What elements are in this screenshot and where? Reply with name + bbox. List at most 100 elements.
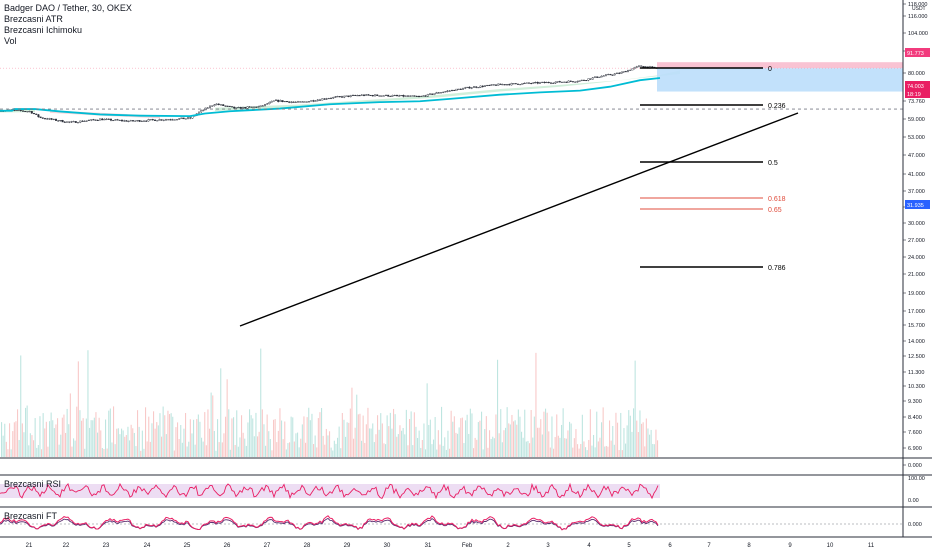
volume-bar [412,445,414,457]
volume-bar [177,422,179,457]
candle-body [81,120,84,122]
volume-bar [513,421,515,457]
volume-bar [333,440,335,457]
volume-bar [356,394,358,457]
candle-body [341,96,344,98]
price-tick-label: 37.000 [908,189,925,195]
candle-body [19,109,22,111]
volume-bar [442,445,444,457]
candle-body [437,92,440,94]
volume-bar [567,430,569,457]
volume-bar [341,412,343,457]
candle-body [173,119,176,121]
candle-body [327,98,330,100]
volume-bar [519,416,521,457]
volume-bar [85,418,87,457]
candle-body [162,119,165,121]
candle-body [422,95,425,97]
candle-body [501,84,504,86]
candle-body [466,86,469,88]
price-tick-label: 118.000 [908,2,927,8]
volume-bar [317,418,319,457]
candle-body [107,118,110,120]
candle-body [477,87,480,89]
candle-body [473,86,476,88]
volume-bar [532,437,534,457]
indicator-atr-label: Brezcasni ATR [4,14,63,24]
volume-bar [170,413,172,457]
ft-pane-label: Brezcasni FT [4,511,58,521]
volume-bar [66,408,68,457]
candle-body [413,95,416,97]
candle-body [609,74,612,76]
volume-bar [202,441,204,457]
volume-bar [426,383,428,457]
candle-body [378,95,381,97]
volume-bar [485,416,487,457]
volume-bar [287,443,289,457]
candle-body [561,81,564,83]
volume-bar [290,416,292,457]
volume-bar [21,423,23,457]
volume-bar [311,413,313,457]
candle-body [508,84,511,86]
volume-bar [354,427,356,457]
volume-bar [349,408,351,457]
volume-bar [79,410,81,457]
candle-body [323,98,326,100]
candle-body [202,109,205,111]
candle-body [228,105,231,107]
candle-body [572,81,575,83]
volume-bar [249,409,251,457]
candle-body [475,86,478,88]
volume-bar [476,439,478,457]
volume-bar [87,350,89,457]
volume-bar [615,412,617,457]
candle-body [142,120,145,122]
candle-body [558,81,561,83]
volume-bar [205,445,207,457]
volume-bar [621,450,623,457]
volume-bar [533,416,535,457]
price-tick-label: 116.000 [908,14,927,20]
candle-body [270,101,273,103]
fib-label: 0.618 [768,196,786,203]
volume-bar [599,437,601,457]
candle-body [28,111,31,113]
price-badge [905,200,930,209]
candle-body [349,95,352,97]
candle-body [149,119,152,121]
volume-bar [505,427,507,457]
candle-body [85,120,88,122]
indicator-ichimoku-label: Brezcasni Ichimoku [4,25,83,35]
volume-bar [215,450,217,457]
candle-body [616,72,619,74]
candle-body [35,113,38,115]
volume-bar [7,449,9,457]
candle-body [431,93,434,95]
volume-bar [581,414,583,457]
volume-bar [49,421,51,457]
time-tick-label: 29 [344,543,351,549]
time-tick-label: 10 [827,543,834,549]
volume-bar [5,441,7,457]
volume-bar [453,416,455,457]
volume-bar [82,418,84,457]
volume-bar [74,440,76,457]
volume-bar [141,430,143,457]
volume-bar [557,435,559,457]
candle-body [98,118,101,121]
candle-body [208,105,211,109]
volume-bar [444,437,446,457]
volume-bar [357,414,359,457]
candle-body [411,95,414,97]
volume-bar [482,449,484,457]
candle-body [292,101,295,103]
volume-bar [641,423,643,457]
candle-body [65,121,68,123]
candle-body [556,81,559,83]
candle-body [488,84,491,86]
candle-body [252,106,255,108]
candle-body [211,105,214,107]
